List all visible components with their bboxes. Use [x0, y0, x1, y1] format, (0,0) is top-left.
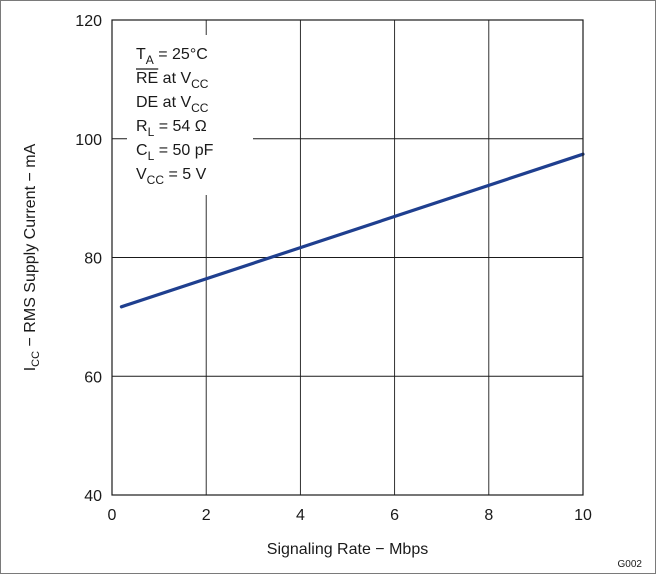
- condition-main: R: [136, 118, 148, 135]
- conditions-box-background: [127, 35, 253, 195]
- plot-frame: [111, 19, 584, 496]
- condition-main: V: [136, 166, 147, 183]
- y-axis-title-rest: − RMS Supply Current − mA: [22, 143, 39, 351]
- condition-rest: = 5 V: [164, 166, 207, 183]
- y-tick-label: 40: [84, 488, 102, 505]
- series-layer: [119, 152, 585, 309]
- condition-line: RE at VCC: [136, 70, 209, 91]
- x-tick-label: 10: [574, 507, 592, 524]
- condition-main: T: [136, 46, 146, 63]
- x-tick-label: 6: [390, 507, 399, 524]
- y-axis-title-subscript: CC: [30, 351, 42, 367]
- condition-subscript: CC: [191, 101, 209, 115]
- x-tick-label: 4: [296, 507, 305, 524]
- condition-rest: at V: [158, 70, 191, 87]
- condition-rest: = 50 pF: [154, 142, 213, 159]
- condition-main: RE: [136, 70, 158, 87]
- series-line: [119, 152, 585, 309]
- y-tick-label: 80: [84, 251, 102, 268]
- condition-main: C: [136, 142, 148, 159]
- y-axis-ticks: 40 60 80 100 120: [75, 13, 102, 505]
- y-tick-label: 120: [75, 13, 102, 30]
- condition-subscript: CC: [191, 77, 209, 91]
- condition-line: TA = 25°C: [136, 46, 208, 67]
- x-tick-label: 8: [484, 507, 493, 524]
- y-tick-label: 60: [84, 369, 102, 386]
- condition-line: DE at VCC: [136, 94, 209, 115]
- condition-subscript: L: [148, 125, 155, 139]
- condition-subscript: L: [148, 149, 155, 163]
- condition-main: DE at V: [136, 94, 191, 111]
- x-axis-ticks: 0 2 4 6 8 10: [108, 507, 592, 524]
- condition-rest: = 25°C: [154, 46, 208, 63]
- y-axis-title: ICC − RMS Supply Current − mA: [22, 143, 42, 371]
- condition-line: VCC = 5 V: [136, 166, 207, 187]
- x-tick-label: 0: [108, 507, 117, 524]
- condition-line: CL = 50 pF: [136, 142, 214, 163]
- x-tick-label: 2: [202, 507, 211, 524]
- figure-code: G002: [618, 559, 643, 570]
- condition-rest: = 54 Ω: [154, 118, 206, 135]
- condition-subscript: CC: [147, 173, 165, 187]
- condition-line: RL = 54 Ω: [136, 118, 207, 139]
- y-tick-label: 100: [75, 132, 102, 149]
- condition-subscript: A: [146, 53, 154, 67]
- y-axis-title-main: I: [22, 367, 39, 371]
- x-axis-title: Signaling Rate − Mbps: [267, 541, 428, 558]
